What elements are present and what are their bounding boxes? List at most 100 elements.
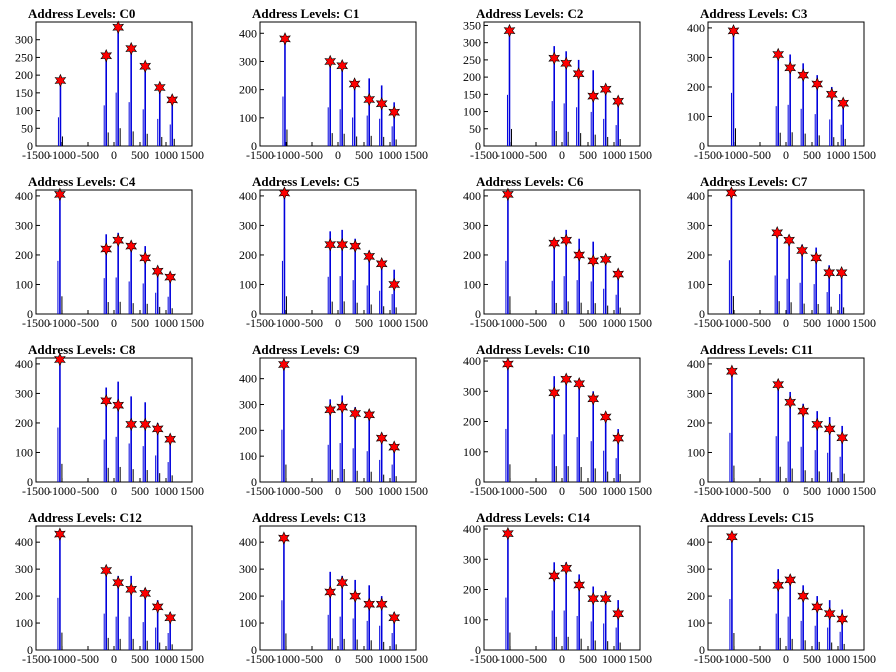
x-tick-label: 1000 [602, 148, 626, 162]
x-tick-label: 500 [355, 484, 373, 498]
x-tick-label: -1500 [246, 652, 274, 666]
peak-marker [811, 417, 824, 432]
x-tick-label: -500 [749, 148, 771, 162]
x-tick-label: -500 [77, 652, 99, 666]
y-tick-label: 100 [15, 104, 33, 118]
x-tick-label: 0 [111, 148, 117, 162]
peak-marker [336, 575, 349, 590]
chart-title: Address Levels: C11 [700, 342, 813, 357]
peak-marker [324, 54, 337, 69]
peak-marker [573, 578, 586, 592]
peak-marker [573, 248, 586, 262]
peak-marker [388, 105, 401, 119]
y-tick-label: 200 [687, 248, 705, 262]
chart-title: Address Levels: C15 [700, 510, 814, 525]
x-tick-label: 0 [559, 148, 565, 162]
x-tick-label: -1000 [272, 148, 300, 162]
peak-marker [797, 589, 810, 603]
peak-marker [375, 96, 388, 111]
x-tick-label: 1500 [628, 484, 652, 498]
x-tick-label: -1000 [272, 484, 300, 498]
peak-marker [125, 417, 138, 432]
x-tick-label: -1500 [22, 148, 50, 162]
peak-marker [836, 430, 849, 445]
y-tick-label: 300 [687, 386, 705, 400]
y-tick-label: 0 [27, 643, 33, 657]
peak-marker [112, 233, 125, 247]
x-tick-label: 1000 [378, 148, 402, 162]
y-tick-label: 300 [463, 384, 481, 398]
chart-panel-14: Address Levels: C14 0 100 200 300 400 -1500-10… [463, 510, 652, 666]
x-tick-label: -1000 [720, 316, 748, 330]
x-tick-label: 1500 [852, 148, 876, 162]
chart-panel-15: Address Levels: C15 0 100 200 300 400 -1500-10… [687, 510, 876, 666]
peak-marker [164, 610, 177, 625]
peak-marker [503, 23, 516, 38]
y-tick-label: 300 [687, 50, 705, 64]
x-tick-label: -1500 [246, 316, 274, 330]
x-tick-label: -1500 [470, 316, 498, 330]
y-tick-label: 100 [239, 111, 257, 125]
peak-marker [349, 589, 362, 603]
peak-marker [139, 59, 152, 74]
peak-marker [825, 87, 838, 102]
peak-marker [324, 585, 337, 599]
x-tick-label: 0 [335, 148, 341, 162]
peak-marker [797, 404, 810, 418]
peak-marker [388, 610, 401, 625]
y-tick-label: 200 [463, 70, 481, 84]
y-tick-label: 300 [463, 552, 481, 566]
x-tick-label: 500 [579, 148, 597, 162]
x-tick-label: -1000 [496, 148, 524, 162]
peak-marker [363, 249, 376, 264]
peak-marker [54, 187, 66, 202]
peak-marker [573, 376, 586, 391]
peak-marker [811, 77, 824, 91]
y-tick-label: 200 [15, 589, 33, 603]
chart-title: Address Levels: C12 [28, 510, 142, 525]
chart-title: Address Levels: C6 [476, 174, 584, 189]
x-tick-label: 500 [355, 148, 373, 162]
peak-marker [772, 47, 785, 62]
x-tick-label: -500 [301, 316, 323, 330]
y-tick-label: 0 [251, 139, 257, 153]
chart-panel-2: Address Levels: C2 0 50 100 150 200 250 300 350 -… [463, 6, 652, 162]
x-tick-label: 0 [783, 316, 789, 330]
peak-marker [363, 92, 376, 107]
peak-marker [612, 606, 625, 621]
y-tick-label: 0 [475, 307, 481, 321]
peak-marker [726, 364, 738, 379]
peak-marker [548, 236, 561, 250]
peak-marker [54, 527, 66, 541]
y-tick-label: 300 [687, 562, 705, 576]
peak-marker [125, 41, 138, 56]
y-tick-label: 0 [699, 643, 705, 657]
chart-title: Address Levels: C13 [252, 510, 366, 525]
peak-marker [336, 58, 349, 73]
y-tick-label: 300 [15, 386, 33, 400]
chart-panel-4: Address Levels: C4 0 100 200 300 400 -1500-100… [15, 174, 204, 330]
y-tick-label: 0 [699, 139, 705, 153]
x-tick-label: 1500 [404, 148, 428, 162]
peak-marker [560, 233, 573, 247]
peak-marker [164, 432, 177, 446]
x-tick-label: 1500 [404, 316, 428, 330]
x-tick-label: 1500 [180, 484, 204, 498]
y-tick-label: 300 [239, 398, 257, 412]
x-tick-label: -500 [525, 316, 547, 330]
y-tick-label: 400 [687, 21, 705, 35]
y-tick-label: 150 [15, 86, 33, 100]
chart-title: Address Levels: C0 [28, 6, 135, 21]
y-tick-label: 100 [463, 445, 481, 459]
peak-marker [612, 267, 625, 281]
x-tick-label: -1000 [720, 484, 748, 498]
x-tick-label: 500 [803, 148, 821, 162]
x-tick-label: -1500 [470, 652, 498, 666]
peak-marker [835, 265, 848, 280]
x-tick-label: 1500 [628, 652, 652, 666]
y-tick-label: 100 [239, 277, 257, 291]
peak-marker [796, 243, 808, 258]
y-tick-label: 300 [239, 562, 257, 576]
chart-title: Address Levels: C2 [476, 6, 583, 21]
y-tick-label: 200 [15, 248, 33, 262]
